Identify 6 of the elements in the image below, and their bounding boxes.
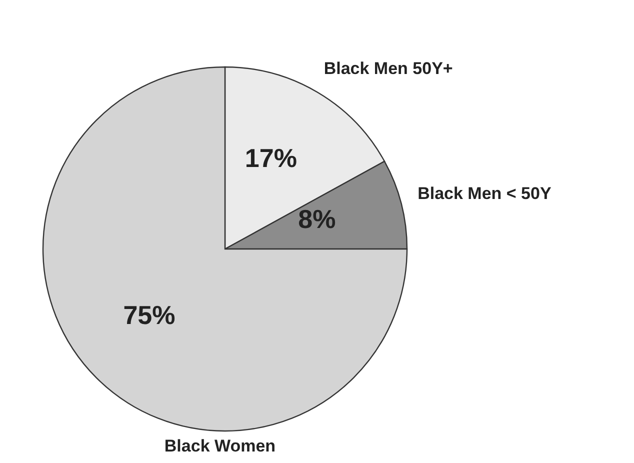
data-label: 17%: [244, 142, 297, 173]
slice-label: Black Men < 50Y: [418, 184, 552, 203]
data-label: 75%: [123, 300, 176, 330]
slice-label: Black Men 50Y+: [324, 58, 453, 78]
slice-label: Black Women: [164, 436, 276, 456]
data-label: 8%: [298, 204, 336, 234]
